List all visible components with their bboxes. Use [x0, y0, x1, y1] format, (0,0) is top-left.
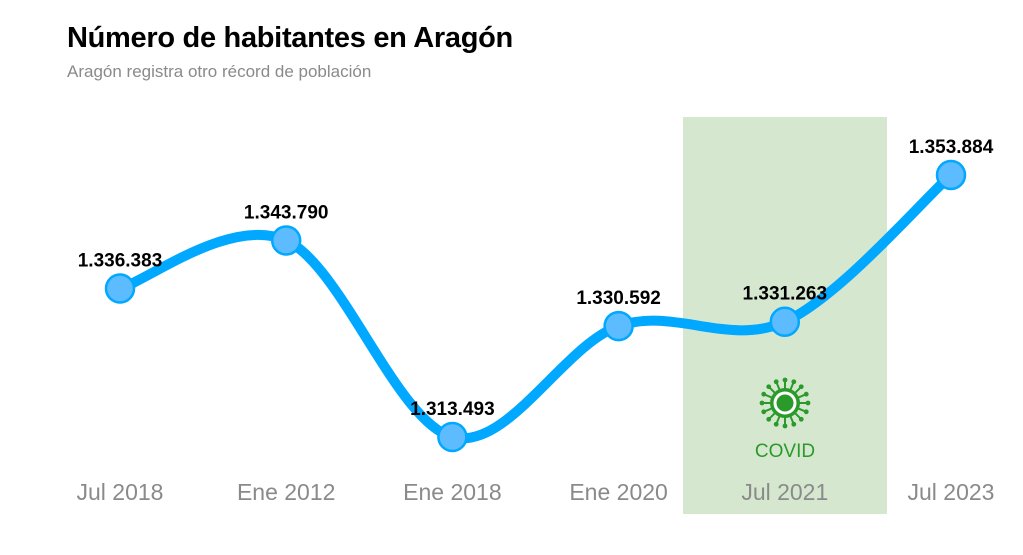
x-tick-label: Jul 2021 — [741, 479, 828, 505]
x-tick-label: Ene 2020 — [569, 479, 667, 505]
data-label: 1.353.884 — [909, 137, 994, 158]
virus-icon — [759, 377, 811, 429]
data-label: 1.331.263 — [743, 284, 828, 305]
data-point[interactable] — [935, 159, 967, 191]
data-label: 1.336.383 — [78, 251, 163, 272]
data-point[interactable] — [104, 273, 136, 304]
x-tick-label: Jul 2023 — [908, 479, 995, 505]
data-point[interactable] — [270, 225, 302, 256]
data-point[interactable] — [769, 306, 801, 337]
x-tick-label: Jul 2018 — [77, 479, 164, 505]
data-label: 1.313.493 — [410, 399, 495, 420]
chart-subtitle: Aragón registra otro récord de población — [67, 62, 372, 81]
data-point[interactable] — [603, 310, 634, 342]
covid-label: COVID — [755, 441, 815, 462]
data-label: 1.330.592 — [576, 288, 661, 309]
x-tick-label: Ene 2012 — [237, 479, 335, 505]
data-label: 1.343.790 — [244, 202, 329, 223]
x-tick-label: Ene 2018 — [403, 479, 501, 505]
data-point[interactable] — [437, 421, 468, 453]
chart-title: Número de habitantes en Aragón — [67, 22, 513, 54]
